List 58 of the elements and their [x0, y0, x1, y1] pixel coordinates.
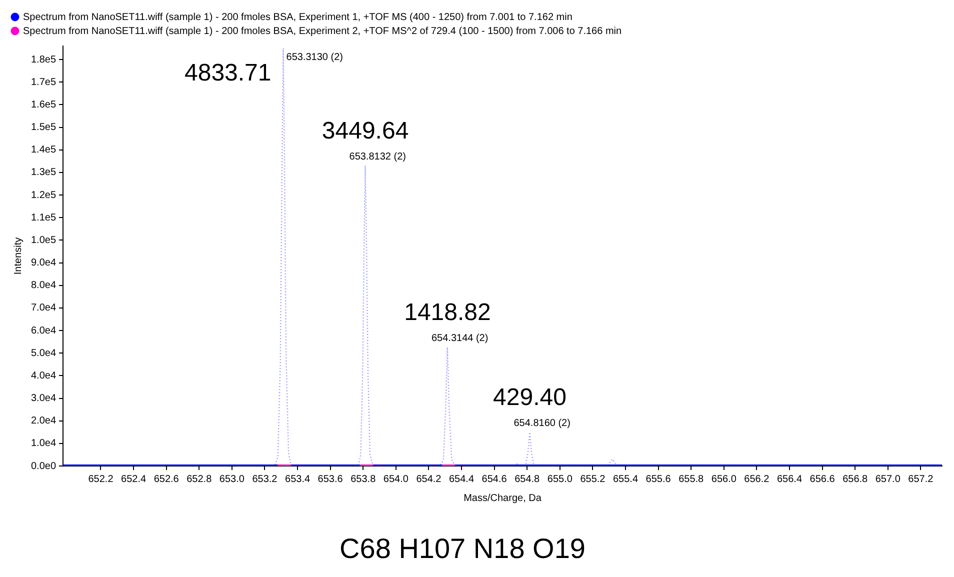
x-tick-label: 655.4	[612, 474, 638, 485]
x-axis-title: Mass/Charge, Da	[464, 492, 542, 504]
y-tick-label: 6.0e4	[30, 325, 56, 336]
y-tick-label: 1.3e5	[30, 167, 56, 178]
x-tick-label: 653.4	[285, 474, 310, 485]
annotation: 654.8160 (2)	[514, 418, 570, 429]
annotation: 3449.64	[322, 117, 409, 144]
x-tick-label: 652.8	[186, 474, 212, 485]
annotation: 654.3144 (2)	[431, 332, 488, 344]
x-tick-label: 656.6	[810, 474, 836, 485]
y-tick-label: 7.0e4	[30, 302, 56, 314]
x-tick-label: 656.4	[776, 474, 802, 485]
annotation: 653.8132 (2)	[349, 151, 406, 162]
y-tick-label: 0.0e0	[30, 460, 56, 472]
y-tick-label: 1.7e5	[30, 76, 56, 88]
x-tick-label: 653.2	[252, 474, 278, 485]
x-tick-label: 652.6	[154, 474, 180, 485]
legend-label: Spectrum from NanoSET11.wiff (sample 1) - 200 fmoles BSA, Experiment 1, +TOF MS (400 - 1250) from 7.001 to 7.162 min	[23, 12, 572, 23]
annotation: 429.40	[493, 384, 566, 411]
y-axis-title: Intensity	[12, 237, 24, 275]
x-tick-label: 653.8	[350, 474, 376, 485]
y-tick-label: 5.0e4	[30, 348, 56, 359]
y-tick-label: 1.1e5	[30, 212, 56, 224]
y-tick-label: 1.4e5	[30, 144, 56, 156]
text: C68 H107 N18 O19	[340, 533, 586, 564]
y-tick-label: 1.2e5	[30, 190, 56, 201]
annotation: 1418.82	[404, 298, 491, 326]
y-tick-label: 4.0e4	[30, 370, 56, 382]
x-tick-label: 654.2	[416, 474, 442, 485]
y-tick-label: 1.8e5	[30, 54, 56, 66]
x-tick-label: 655.6	[646, 474, 672, 485]
y-tick-label: 1.5e5	[30, 122, 56, 134]
annotation: 653.3130 (2)	[286, 52, 343, 64]
y-tick-label: 3.0e4	[30, 393, 56, 404]
x-tick-label: 656.8	[842, 474, 868, 485]
x-tick-label: 654.0	[383, 474, 409, 485]
x-tick-label: 654.8	[514, 474, 540, 485]
annotation: 4833.71	[184, 60, 272, 87]
x-tick-label: 656.0	[711, 474, 737, 485]
y-tick-label: 9.0e4	[30, 258, 56, 269]
y-tick-label: 2.0e4	[30, 416, 56, 427]
y-tick-label: 8.0e4	[30, 280, 56, 292]
x-tick-label: 655.2	[580, 474, 606, 485]
x-tick-label: 654.6	[482, 474, 508, 485]
x-tick-label: 654.4	[449, 474, 474, 485]
x-tick-label: 652.2	[88, 474, 114, 485]
y-tick-label: 1.6e5	[30, 99, 56, 110]
x-tick-label: 657.0	[875, 474, 901, 485]
x-tick-label: 652.4	[121, 474, 146, 485]
x-tick-label: 657.2	[908, 474, 934, 485]
x-tick-label: 653.0	[219, 474, 245, 485]
y-tick-label: 1.0e5	[30, 234, 56, 246]
y-tick-label: 1.0e4	[30, 438, 56, 450]
x-tick-label: 655.8	[678, 474, 704, 485]
x-tick-label: 655.0	[547, 474, 573, 485]
x-tick-label: 653.6	[318, 474, 344, 485]
legend-label: Spectrum from NanoSET11.wiff (sample 1) - 200 fmoles BSA, Experiment 2, +TOF MS^2 of 729.4 (100 - 1500) from 7.006 to 7.166 min	[23, 26, 622, 37]
x-tick-label: 656.2	[744, 474, 770, 485]
